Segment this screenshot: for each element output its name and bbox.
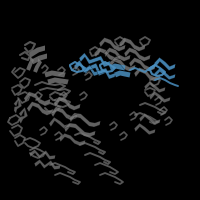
Polygon shape [109,64,125,70]
Polygon shape [33,59,39,65]
Polygon shape [84,65,115,79]
Polygon shape [49,117,70,129]
Polygon shape [99,38,125,51]
Polygon shape [134,71,136,81]
Polygon shape [114,71,130,77]
Polygon shape [54,97,80,110]
Polygon shape [129,64,131,74]
Polygon shape [154,57,175,70]
Polygon shape [69,113,100,127]
Polygon shape [144,81,165,93]
Polygon shape [45,46,51,54]
Polygon shape [149,91,170,103]
Polygon shape [19,107,28,124]
Polygon shape [109,58,135,71]
Polygon shape [47,54,53,62]
Polygon shape [59,133,85,146]
Polygon shape [64,123,95,137]
Polygon shape [65,73,71,81]
Polygon shape [47,78,69,84]
Polygon shape [129,58,155,71]
Polygon shape [24,92,50,105]
Polygon shape [29,46,45,57]
Polygon shape [33,58,42,73]
Polygon shape [14,97,22,113]
Polygon shape [134,68,160,81]
Polygon shape [29,149,55,159]
Polygon shape [124,48,150,61]
Polygon shape [134,123,155,135]
Polygon shape [119,38,145,51]
Polygon shape [104,48,130,61]
Polygon shape [94,48,120,61]
Polygon shape [25,57,31,63]
Polygon shape [44,71,66,77]
Polygon shape [26,56,34,71]
Polygon shape [34,159,60,169]
Polygon shape [27,102,53,115]
Polygon shape [79,53,110,67]
Polygon shape [31,54,47,64]
Polygon shape [68,80,74,88]
Polygon shape [51,107,77,120]
Polygon shape [154,68,175,80]
Polygon shape [74,60,105,76]
Polygon shape [139,113,160,125]
